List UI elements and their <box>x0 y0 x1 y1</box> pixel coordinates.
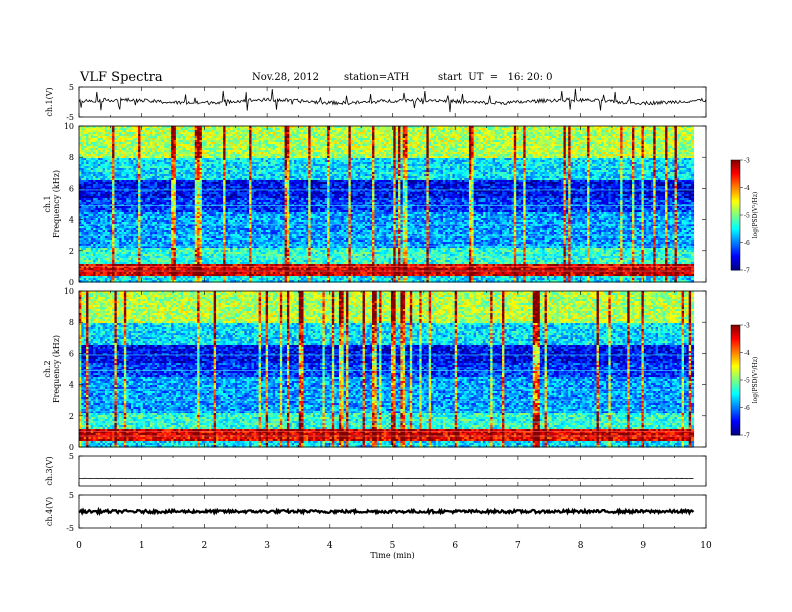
vlf-figure: 5-5ch.1(V)0246810ch.1Frequency (kHz)0246… <box>0 0 792 612</box>
spectrogram-1 <box>79 126 694 283</box>
